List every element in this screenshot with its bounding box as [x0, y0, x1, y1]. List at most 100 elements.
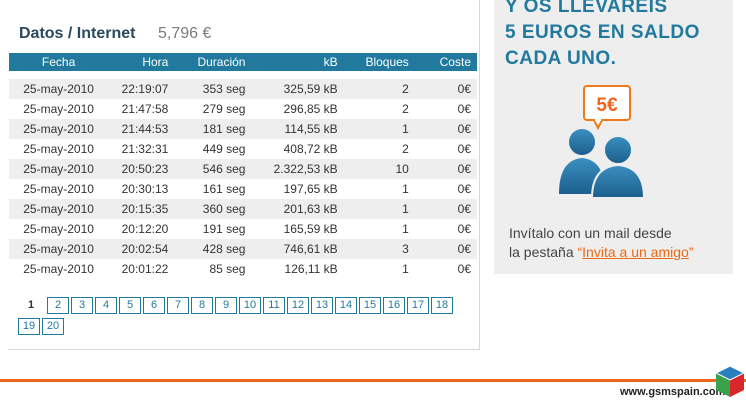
page-link[interactable]: 14	[335, 297, 357, 314]
logo-cube-icon	[714, 365, 746, 397]
page-link[interactable]: 15	[359, 297, 381, 314]
col-duracion[interactable]: Duración	[168, 53, 246, 71]
cell-coste: 0€	[408, 199, 477, 219]
cell-hora: 20:30:13	[121, 182, 169, 196]
page-current: 1	[27, 299, 35, 311]
promo-headline-line: CADA UNO.	[505, 48, 617, 69]
table-row: 25-may-2010 20:01:22 85 seg 126,11 kB 1 0€	[9, 259, 477, 279]
total-cost: 5,796 €	[158, 25, 212, 42]
page-link[interactable]: 18	[431, 297, 453, 314]
page-link[interactable]: 16	[383, 297, 405, 314]
invite-promo: Y OS LLEVAREIS 5 EUROS EN SALDO CADA UNO…	[494, 0, 733, 274]
col-bloques[interactable]: Bloques	[337, 53, 409, 71]
cell-duracion: 85 seg	[209, 262, 246, 276]
promo-headline-line: Y OS LLEVAREIS	[505, 0, 668, 17]
cell-hora: 20:02:54	[108, 239, 169, 259]
cell-hora: 21:32:31	[121, 142, 169, 156]
table-row: 25-may-2010 20:12:20 191 seg 165,59 kB 1 0€	[9, 219, 477, 239]
page-link[interactable]: 20	[42, 318, 64, 335]
page-link[interactable]: 2	[47, 297, 69, 314]
promo-text-line: la pestaña “Invita a un amigo”	[509, 243, 693, 262]
close-quote: ”	[688, 244, 694, 260]
panel-title: Datos / Internet	[19, 25, 136, 42]
cell-hora: 21:44:53	[108, 119, 169, 139]
cell-coste: 0€	[457, 182, 471, 196]
cell-kb: 408,72 kB	[283, 142, 338, 156]
page-link[interactable]: 17	[407, 297, 429, 314]
cell-coste: 0€	[457, 222, 471, 236]
page-link[interactable]: 7	[167, 297, 189, 314]
cell-duracion: 360 seg	[168, 199, 246, 219]
cell-coste: 0€	[457, 142, 471, 156]
cell-coste: 0€	[457, 262, 471, 276]
promo-headline-line: 5 EUROS EN SALDO	[505, 22, 700, 43]
col-fecha[interactable]: Fecha	[9, 53, 109, 71]
cell-fecha: 25-may-2010	[23, 182, 94, 196]
cell-kb: 201,63 kB	[245, 199, 338, 219]
promo-text: Invítalo con un mail desde la pestaña “I…	[509, 224, 693, 262]
promo-badge: 5€	[596, 95, 618, 116]
cell-duracion: 449 seg	[202, 142, 246, 156]
page-link[interactable]: 12	[287, 297, 309, 314]
page-link[interactable]: 10	[239, 297, 261, 314]
cell-coste: 0€	[408, 119, 477, 139]
site-logo: www.gsmspain.com	[620, 386, 726, 398]
cell-fecha: 25-may-2010	[23, 142, 94, 156]
page-link[interactable]: 4	[95, 297, 117, 314]
cell-duracion: 191 seg	[202, 222, 246, 236]
page-link[interactable]: 19	[18, 318, 40, 335]
cell-duracion: 428 seg	[168, 239, 246, 259]
cell-kb: 296,85 kB	[283, 102, 338, 116]
cell-bloques: 2	[337, 79, 409, 99]
page-link[interactable]: 3	[71, 297, 93, 314]
table-row: 25-may-2010 20:50:23 546 seg 2.322,53 kB 10 0…	[9, 159, 477, 179]
cell-hora: 20:01:22	[121, 262, 169, 276]
col-coste[interactable]: Coste	[408, 53, 477, 71]
footer-divider	[0, 379, 746, 382]
cell-fecha: 25-may-2010	[23, 102, 94, 116]
table-row: 25-may-2010 20:30:13 161 seg 197,65 kB 1 0€	[9, 179, 477, 199]
open-quote: “	[577, 244, 583, 260]
cell-fecha: 25-may-2010	[9, 239, 109, 259]
cell-bloques: 1	[402, 262, 409, 276]
page-link[interactable]: 6	[143, 297, 165, 314]
cell-bloques: 2	[402, 102, 409, 116]
cell-coste: 0€	[457, 102, 471, 116]
cell-coste: 0€	[408, 239, 477, 259]
page-link[interactable]: 9	[215, 297, 237, 314]
page-link[interactable]: 5	[119, 297, 141, 314]
table-row: 25-may-2010 20:15:35 360 seg 201,63 kB 1 0€	[9, 199, 477, 219]
page-link[interactable]: 13	[311, 297, 333, 314]
invite-friend-link[interactable]: Invita a un amigo	[582, 244, 689, 260]
cell-fecha: 25-may-2010	[9, 119, 109, 139]
usage-table: Fecha Hora Duración kB Bloques Coste 25-…	[9, 53, 477, 279]
cell-duracion: 181 seg	[168, 119, 246, 139]
cell-fecha: 25-may-2010	[23, 262, 94, 276]
promo-text-line: Invítalo con un mail desde	[509, 225, 672, 241]
cell-hora: 20:15:35	[108, 199, 169, 219]
cell-duracion: 279 seg	[202, 102, 246, 116]
cell-fecha: 25-may-2010	[9, 159, 109, 179]
cell-bloques: 1	[402, 222, 409, 236]
cell-coste: 0€	[408, 79, 477, 99]
table-row: 25-may-2010 22:19:07 353 seg 325,59 kB 2 0€	[9, 79, 477, 99]
cell-fecha: 25-may-2010	[9, 79, 109, 99]
cell-kb: 2.322,53 kB	[245, 159, 338, 179]
table-row: 25-may-2010 21:44:53 181 seg 114,55 kB 1 0€	[9, 119, 477, 139]
cell-bloques: 1	[402, 182, 409, 196]
cell-bloques: 1	[337, 199, 409, 219]
table-header-row: Fecha Hora Duración kB Bloques Coste	[9, 53, 477, 71]
col-hora[interactable]: Hora	[108, 53, 169, 71]
data-usage-panel: Datos / Internet 5,796 € Fecha Hora Dura…	[8, 0, 480, 350]
cell-kb: 165,59 kB	[283, 222, 338, 236]
col-kb[interactable]: kB	[245, 53, 338, 71]
cell-fecha: 25-may-2010	[23, 222, 94, 236]
page-link[interactable]: 11	[263, 297, 285, 314]
pagination: 1 2 3 4 5 6 7 8 9 10 11 12 13 14 15 16 17 1819 20	[18, 297, 478, 339]
cell-coste: 0€	[408, 159, 477, 179]
cell-kb: 746,61 kB	[245, 239, 338, 259]
cell-hora: 22:19:07	[108, 79, 169, 99]
page-link[interactable]: 8	[191, 297, 213, 314]
cell-duracion: 161 seg	[202, 182, 246, 196]
cell-hora: 20:12:20	[121, 222, 169, 236]
